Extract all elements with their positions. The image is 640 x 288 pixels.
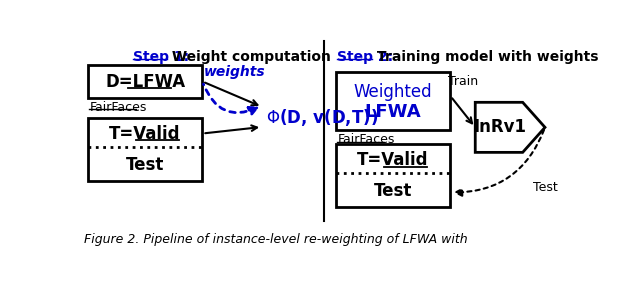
Text: FairFaces: FairFaces (90, 101, 147, 114)
Text: Test: Test (532, 181, 557, 194)
Text: Train: Train (448, 75, 478, 88)
Text: weights: weights (204, 65, 266, 79)
Text: LFWA: LFWA (365, 103, 421, 122)
FancyBboxPatch shape (336, 71, 451, 130)
Text: T=Valid: T=Valid (109, 124, 181, 143)
Text: D=LFWA: D=LFWA (105, 73, 185, 90)
Text: InRv1: InRv1 (473, 118, 526, 136)
Text: T=Valid: T=Valid (357, 151, 429, 169)
Text: Step 1:: Step 1: (132, 50, 189, 64)
Text: Training model with weights: Training model with weights (372, 50, 598, 64)
Polygon shape (476, 102, 545, 152)
Text: FairFaces: FairFaces (337, 133, 395, 146)
Text: $\Phi$(D, v(D,T)): $\Phi$(D, v(D,T)) (266, 107, 378, 128)
Text: Test: Test (126, 156, 164, 174)
Text: Weight computation: Weight computation (167, 50, 331, 64)
FancyBboxPatch shape (88, 65, 202, 98)
Text: Figure 2. Pipeline of instance-level re-weighting of LFWA with: Figure 2. Pipeline of instance-level re-… (84, 233, 467, 246)
Text: Weighted: Weighted (354, 83, 433, 101)
FancyArrowPatch shape (204, 84, 257, 115)
FancyBboxPatch shape (88, 118, 202, 181)
FancyArrowPatch shape (456, 130, 544, 196)
Text: Test: Test (374, 182, 412, 200)
Text: Step 2:: Step 2: (337, 50, 394, 64)
FancyBboxPatch shape (336, 144, 451, 207)
